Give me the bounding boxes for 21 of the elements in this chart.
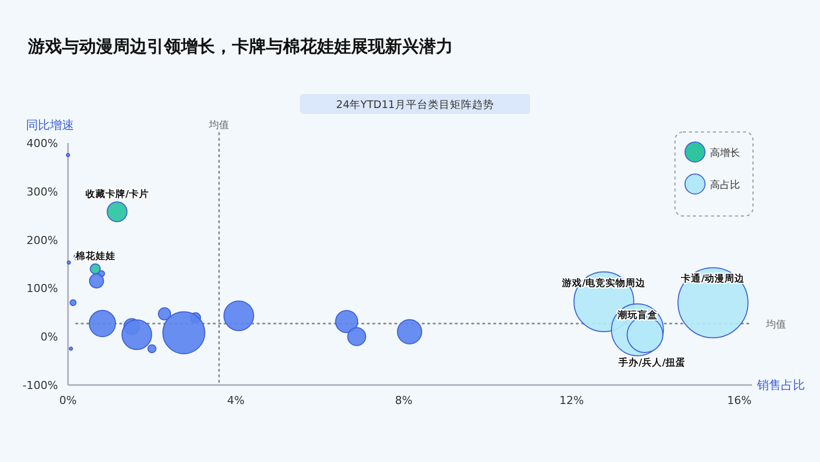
chart-title: 游戏与动漫周边引领增长，卡牌与棉花娃娃展现新兴潜力 (27, 37, 453, 57)
legend-label: 高增长 (710, 147, 740, 159)
legend-label: 高占比 (710, 179, 740, 191)
y-tick-label: 200% (26, 234, 58, 247)
x-tick-label: 12% (559, 394, 584, 407)
y-tick-label: 100% (26, 282, 58, 296)
annotation: 手办/兵人/扭蛋 (618, 356, 686, 369)
x-axis-title: 销售占比 (756, 378, 805, 392)
ref-line-label: 均值 (208, 119, 230, 131)
x-tick-label: 4% (227, 394, 245, 407)
ref-line-label: 均值 (765, 318, 786, 331)
x-tick-label: 16% (727, 394, 752, 407)
y-axis-title: 同比增速 (26, 118, 74, 132)
y-tick-label: 0% (40, 330, 58, 344)
y-tick-label: 300% (26, 185, 58, 198)
y-tick-label: -100% (22, 379, 58, 392)
x-tick-label: 8% (394, 394, 412, 407)
y-tick-label: 400% (26, 137, 58, 150)
chart-subtitle: 24年YTD11月平台类目矩阵趋势 (336, 98, 494, 111)
x-tick-label: 0% (59, 394, 77, 407)
annotation: 收藏卡牌/卡片 (85, 188, 149, 200)
